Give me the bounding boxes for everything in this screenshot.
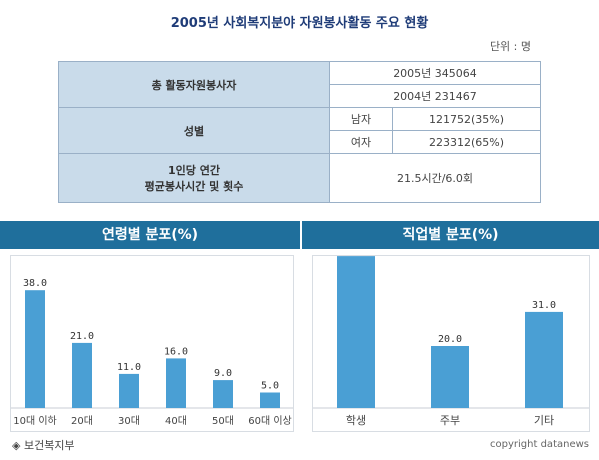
age-chart-title: 연령별 분포(%) (0, 221, 300, 249)
copyright-label: copyright datanews (490, 439, 589, 450)
job-chart-title: 직업별 분포(%) (302, 221, 599, 249)
age-bar-2 (119, 373, 139, 408)
age-bar-0 (25, 290, 45, 408)
age-category-label-4: 50대 (212, 415, 234, 427)
page-title: 2005년 사회복지분야 자원봉사활동 주요 현황 (170, 16, 429, 31)
job-category-label-0: 학생 (346, 414, 366, 427)
age-bar-5 (260, 392, 280, 408)
volunteers-2005: 2005년 345064 (329, 61, 541, 85)
table-row: 총 활동자원봉사자 2005년 345064 (58, 61, 541, 108)
age-value-label-1: 21.0 (70, 331, 94, 342)
age-bar-3 (166, 358, 186, 408)
unit-label: 단위 : 명 (489, 40, 531, 53)
hours-value: 21.5시간/6.0회 (329, 153, 541, 203)
age-value-label-4: 9.0 (214, 368, 232, 379)
job-bar-2 (525, 311, 563, 408)
table-row: 1인당 연간 평균봉사시간 및 횟수 21.5시간/6.0회 (58, 153, 541, 203)
age-category-label-2: 30대 (118, 415, 140, 427)
female-value: 223312(65%) (392, 130, 541, 154)
table-row: 성별 남자 121752(35%) (58, 107, 541, 154)
age-value-label-3: 16.0 (164, 346, 188, 357)
volunteers-header: 총 활동자원봉사자 (58, 61, 330, 108)
female-label: 여자 (329, 130, 393, 154)
job-value-label-2: 31.0 (532, 300, 556, 311)
age-value-label-5: 5.0 (261, 381, 279, 392)
age-category-label-3: 40대 (165, 415, 187, 427)
hours-header-line1: 1인당 연간 (168, 164, 220, 177)
source-label: ◈ 보건복지부 (12, 439, 75, 452)
job-category-label-1: 주부 (440, 414, 460, 427)
volunteers-2004: 2004년 231467 (329, 84, 541, 108)
age-category-label-5: 60대 이상 (248, 415, 292, 427)
hours-header: 1인당 연간 평균봉사시간 및 횟수 (58, 153, 330, 203)
age-bar-1 (72, 342, 92, 408)
job-category-label-2: 기타 (534, 414, 554, 427)
age-chart-panel: 38.0 10대 이하 21.0 20대 11.0 30대 16.0 40대 9.0 50대 5.0… (10, 255, 294, 432)
male-value: 121752(35%) (392, 107, 541, 131)
age-category-label-1: 20대 (71, 415, 93, 427)
age-chart: 38.0 10대 이하 21.0 20대 11.0 30대 16.0 40대 9.0 50대 5.0… (11, 278, 293, 427)
table-row: 2004년 231467 (59, 84, 541, 108)
gender-header: 성별 (58, 107, 330, 154)
age-category-label-0: 10대 이하 (13, 414, 57, 427)
hours-header-line2: 평균봉사시간 및 횟수 (144, 180, 244, 193)
job-value-label-1: 20.0 (438, 334, 462, 345)
summary-table: 총 활동자원봉사자 2005년 345064 2004년 231467 성별 남… (58, 61, 541, 203)
age-value-label-0: 38.0 (23, 278, 47, 289)
job-bar-0 (337, 256, 375, 408)
male-label: 남자 (329, 107, 393, 131)
age-value-label-2: 11.0 (117, 362, 141, 373)
age-bar-4 (213, 380, 233, 408)
job-bar-1 (431, 346, 469, 408)
